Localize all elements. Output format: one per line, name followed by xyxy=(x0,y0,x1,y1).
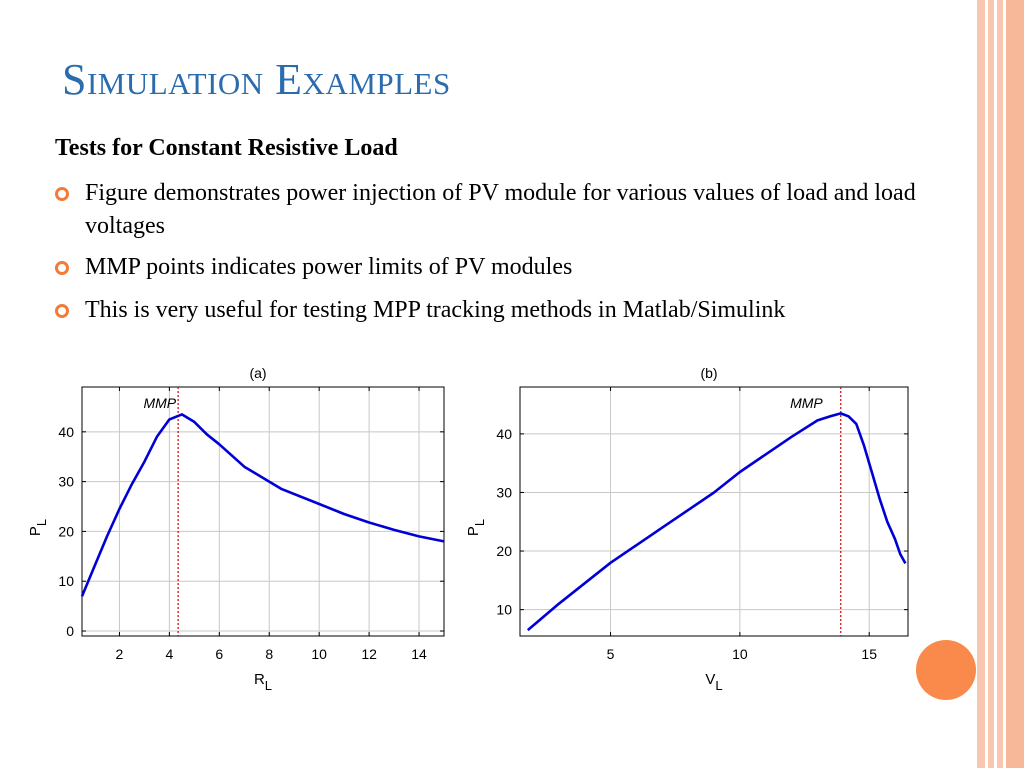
y-axis-label-subscript: L xyxy=(34,519,49,526)
bullet-item: This is very useful for testing MPP trac… xyxy=(55,294,935,327)
panel-label: (a) xyxy=(249,365,266,381)
x-tick-label: 2 xyxy=(116,646,124,662)
bullet-text: Figure demonstrates power injection of P… xyxy=(85,180,916,239)
decorative-circle xyxy=(916,640,976,700)
y-tick-label: 20 xyxy=(58,523,74,539)
charts-figure: 2 4 6 8 10 12 14 0 10 20 30 40 (a) MMP RL PL 5 10 15 10 20 30… xyxy=(27,365,909,693)
bullet-circle-icon xyxy=(55,187,69,201)
x-tick-label: 14 xyxy=(411,646,427,662)
x-axis-label: RL xyxy=(254,671,272,693)
x-axis-label: VL xyxy=(705,671,722,693)
bullet-item: Figure demonstrates power injection of P… xyxy=(55,177,935,243)
series-line xyxy=(526,412,907,632)
plot-frame xyxy=(519,386,909,637)
y-axis-label: PL xyxy=(465,519,487,536)
x-tick-label: 12 xyxy=(361,646,377,662)
chart-panel: 2 4 6 8 10 12 14 0 10 20 30 40 (a) MMP RL PL xyxy=(27,365,445,693)
mmp-annotation: MMP xyxy=(790,395,823,411)
decorative-stripe xyxy=(997,0,1003,768)
x-axis-label-subscript: L xyxy=(265,678,272,693)
panel-label: (b) xyxy=(700,365,717,381)
x-tick-label: 6 xyxy=(215,646,223,662)
decorative-stripe xyxy=(988,0,994,768)
y-tick-label: 10 xyxy=(58,573,74,589)
bullet-text: This is very useful for testing MPP trac… xyxy=(85,297,786,323)
series-line xyxy=(80,413,445,597)
y-tick-label: 30 xyxy=(496,484,512,500)
y-tick-label: 0 xyxy=(66,623,74,639)
mmp-annotation: MMP xyxy=(143,395,176,411)
x-tick-label: 15 xyxy=(861,646,877,662)
chart-panel: 5 10 15 10 20 30 40 (b) MMP VL PL xyxy=(465,365,909,693)
x-tick-label: 5 xyxy=(607,646,615,662)
bullet-circle-icon xyxy=(55,304,69,318)
decorative-stripe xyxy=(977,0,985,768)
y-axis-label: PL xyxy=(27,519,49,536)
y-tick-label: 40 xyxy=(58,424,74,440)
plot-frame xyxy=(81,386,445,637)
y-tick-label: 20 xyxy=(496,543,512,559)
x-tick-label: 10 xyxy=(311,646,327,662)
y-tick-label: 40 xyxy=(496,426,512,442)
y-axis-label-subscript: L xyxy=(472,519,487,526)
y-tick-label: 10 xyxy=(496,602,512,618)
decorative-stripe xyxy=(1006,0,1024,768)
x-axis-label-subscript: L xyxy=(715,678,722,693)
bullet-text: MMP points indicates power limits of PV … xyxy=(85,254,573,280)
x-tick-label: 10 xyxy=(732,646,748,662)
slide-title: Simulation Examples xyxy=(62,55,451,104)
bullet-list: Figure demonstrates power injection of P… xyxy=(55,177,935,337)
section-subheading: Tests for Constant Resistive Load xyxy=(55,135,398,161)
bullet-item: MMP points indicates power limits of PV … xyxy=(55,251,935,284)
bullet-circle-icon xyxy=(55,261,69,275)
x-tick-label: 8 xyxy=(265,646,273,662)
x-tick-label: 4 xyxy=(165,646,173,662)
y-tick-label: 30 xyxy=(58,474,74,490)
